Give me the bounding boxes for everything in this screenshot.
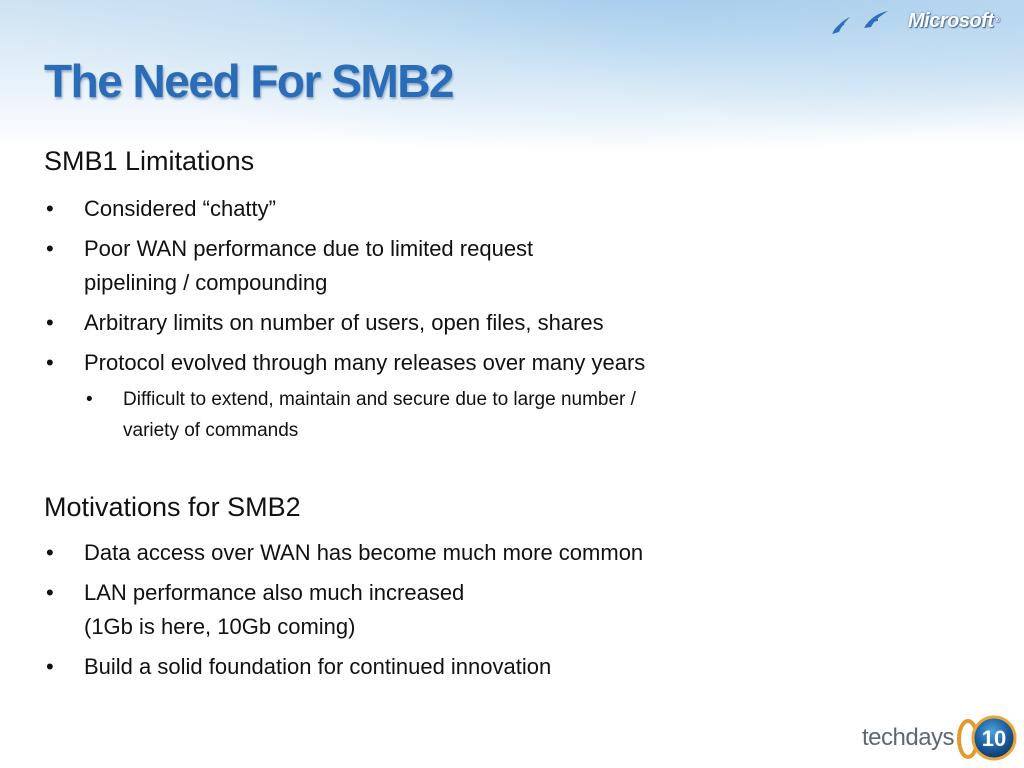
list-item: • Poor WAN performance due to limited re… (44, 232, 804, 300)
bullet-dot: • (46, 236, 54, 261)
sub-list-item: • Difficult to extend, maintain and secu… (44, 384, 804, 446)
bullet-text: Build a solid foundation for continued i… (84, 654, 552, 679)
list-item: • Data access over WAN has become much m… (44, 536, 804, 570)
registered-mark: ® (994, 17, 1000, 24)
bullet-text-continued: pipelining / compounding (84, 270, 328, 295)
techdays-logo-text: techdays (862, 724, 955, 751)
section-heading-smb1-limitations: SMB1 Limitations (44, 146, 255, 176)
list-item: • Protocol evolved through many releases… (44, 346, 804, 380)
bullet-text-continued: (1Gb is here, 10Gb coming) (84, 614, 356, 639)
bullet-dot: • (46, 310, 54, 335)
microsoft-logo-text: Microsoft (908, 10, 994, 32)
bullet-dot: • (46, 350, 54, 375)
bullet-list-motivations: • Data access over WAN has become much m… (44, 536, 804, 684)
bullet-text: Protocol evolved through many releases o… (84, 350, 646, 375)
techdays-number: 10 (982, 726, 1006, 751)
bullet-dot: • (46, 540, 54, 565)
bullet-text: Considered “chatty” (84, 196, 276, 221)
bullet-dot: • (46, 196, 54, 221)
sub-bullet-text: Difficult to extend, maintain and secure… (123, 389, 636, 410)
bullet-dot: • (46, 654, 54, 679)
techdays-badge-icon: 10 (957, 715, 1017, 761)
list-item: • Considered “chatty” (44, 192, 804, 226)
list-item: • Arbitrary limits on number of users, o… (44, 306, 804, 340)
bullet-list-smb1-limitations: • Considered “chatty” • Poor WAN perform… (44, 192, 804, 446)
bullet-text: Data access over WAN has become much mor… (84, 540, 644, 565)
microsoft-logo[interactable]: Microsoft® (908, 8, 1000, 34)
list-item: • LAN performance also much increased (1… (44, 576, 804, 644)
birds-icon (832, 11, 888, 34)
techdays-logo[interactable]: techdays 10 (862, 712, 1018, 766)
sub-bullet-text-continued: variety of commands (123, 420, 299, 441)
bullet-text: Arbitrary limits on number of users, ope… (84, 310, 604, 335)
slide-title: The Need For SMB2 (44, 55, 455, 107)
bullet-text: LAN performance also much increased (84, 580, 465, 605)
list-item: • Build a solid foundation for continued… (44, 650, 804, 684)
bullet-dot: • (46, 580, 54, 605)
sub-bullet-dot: • (86, 389, 93, 410)
bullet-text: Poor WAN performance due to limited requ… (84, 236, 534, 261)
section-heading-motivations: Motivations for SMB2 (44, 492, 301, 522)
